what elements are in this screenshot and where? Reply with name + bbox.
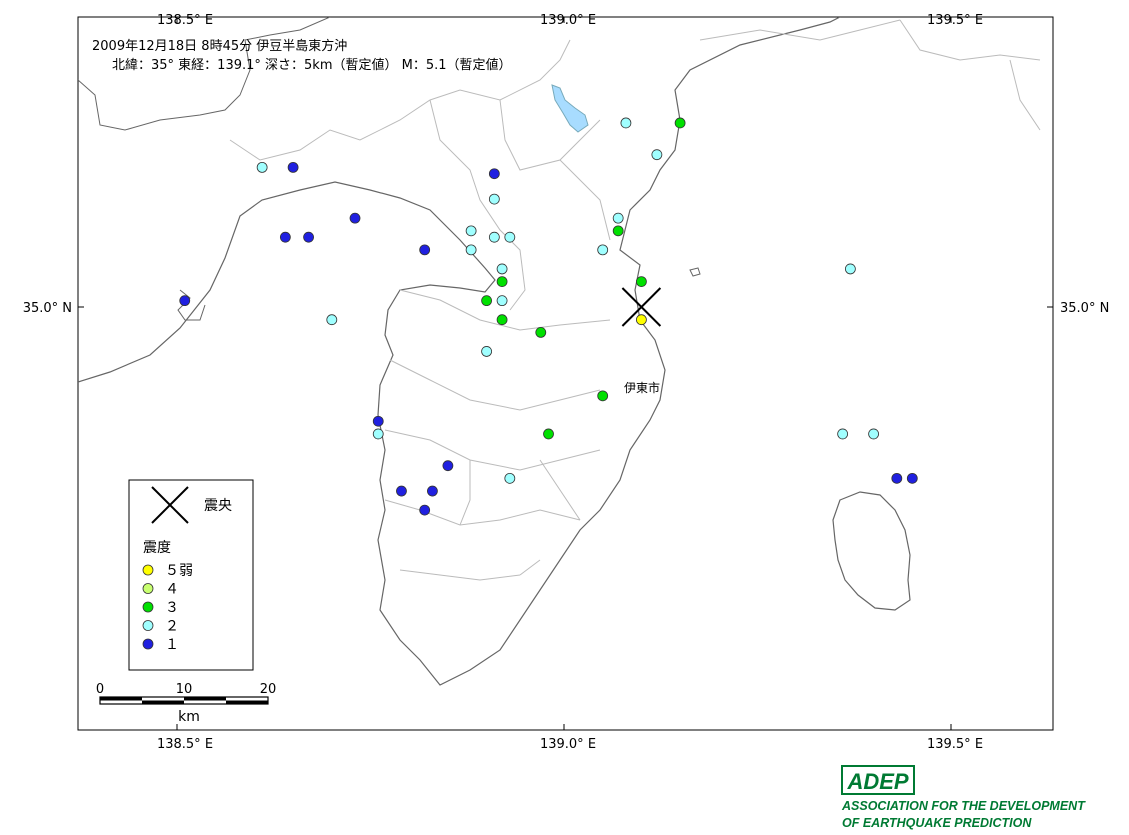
adep-name-line1: ASSOCIATION FOR THE DEVELOPMENT xyxy=(841,799,1086,813)
scale-unit: km xyxy=(178,709,200,725)
station-intensity-2 xyxy=(488,231,500,243)
station-intensity-3 xyxy=(674,117,686,129)
legend-swatch xyxy=(142,564,154,576)
honshu-coastline xyxy=(78,17,841,686)
legend-title: 震度 xyxy=(143,540,171,556)
scale-tick-label: 10 xyxy=(176,682,193,697)
station-intensity-2 xyxy=(504,472,516,484)
station-intensity-2 xyxy=(465,244,477,256)
station-intensity-1 xyxy=(303,231,314,243)
legend-swatch xyxy=(142,601,154,613)
scale-tick-label: 0 xyxy=(96,682,104,697)
legend-epicenter-icon xyxy=(151,486,189,524)
axis-ticks xyxy=(78,17,1053,730)
station-intensity-2 xyxy=(326,314,338,326)
station-intensity-2 xyxy=(837,428,849,440)
station-intensity-1 xyxy=(349,212,361,224)
station-intensity-1 xyxy=(179,295,191,307)
station-intensity-3 xyxy=(597,390,609,402)
station-intensity-1 xyxy=(396,485,407,497)
islet xyxy=(689,267,701,277)
lake xyxy=(551,84,589,133)
station-intensity-2 xyxy=(372,428,384,440)
izu-oshima-island xyxy=(832,491,911,611)
station-intensity-1 xyxy=(427,485,438,497)
top-tick-label: 138.5° E xyxy=(157,13,213,28)
station-intensity-3 xyxy=(481,295,493,307)
station-intensity-3 xyxy=(612,225,624,237)
legend-label: ３ xyxy=(165,600,179,616)
legend-swatch xyxy=(142,620,154,631)
station-intensity-2 xyxy=(465,225,477,237)
station-intensity-1 xyxy=(419,504,431,516)
station-intensity-1 xyxy=(906,472,918,484)
legend-box xyxy=(128,479,254,671)
station-intensity-2 xyxy=(620,117,632,129)
station-intensity-2 xyxy=(488,193,500,205)
station-intensity-1 xyxy=(488,168,500,180)
station-intensity-5l xyxy=(636,314,647,326)
station-intensity-1 xyxy=(891,472,903,484)
station-intensity-2 xyxy=(868,428,879,440)
top-tick-label: 139.0° E xyxy=(540,13,596,28)
right-tick-label: 35.0° N xyxy=(1060,301,1109,316)
epicenter-cross-stroke xyxy=(621,287,662,327)
event-title: 2009年12月18日 8時45分 伊豆半島東方沖 xyxy=(92,38,347,54)
intensity-stations xyxy=(179,117,918,516)
municipal-boundaries xyxy=(229,19,1041,581)
bottom-tick-label: 138.5° E xyxy=(157,737,213,752)
city-label: 伊東市 xyxy=(624,380,660,395)
station-intensity-3 xyxy=(543,428,554,440)
legend: 震央 震度 ５弱 ４ ３ ２ １ xyxy=(128,479,254,671)
station-intensity-1 xyxy=(287,161,299,173)
station-intensity-2 xyxy=(651,149,663,161)
station-intensity-3 xyxy=(496,276,508,288)
left-tick-label: 35.0° N xyxy=(23,301,72,316)
scale-tick-label: 20 xyxy=(260,682,277,697)
station-intensity-1 xyxy=(442,460,454,472)
legend-label: ５弱 xyxy=(165,563,193,579)
bottom-tick-label: 139.0° E xyxy=(540,737,596,752)
legend-swatch xyxy=(142,583,154,594)
event-parameters: 北緯：35° 東経：139.1° 深さ：5km（暫定値） M：5.1（暫定値） xyxy=(112,57,512,73)
station-intensity-1 xyxy=(372,415,384,427)
legend-epicenter-label: 震央 xyxy=(204,498,232,514)
station-intensity-2 xyxy=(844,263,856,275)
legend-swatch xyxy=(142,638,154,650)
station-intensity-2 xyxy=(256,161,268,173)
station-intensity-2 xyxy=(504,231,516,243)
land-layer xyxy=(78,17,1041,686)
station-intensity-1 xyxy=(419,244,431,256)
station-intensity-2 xyxy=(496,295,508,307)
adep-mark: ADEP xyxy=(846,769,908,794)
station-intensity-3 xyxy=(636,276,647,288)
epicenter-marker xyxy=(621,287,662,327)
legend-label: ４ xyxy=(165,582,179,598)
adep-logo: ADEP ASSOCIATION FOR THE DEVELOPMENT OF … xyxy=(841,765,1086,830)
station-intensity-1 xyxy=(279,231,291,243)
legend-items: ５弱 ４ ３ ２ １ xyxy=(142,563,193,653)
station-intensity-2 xyxy=(597,244,609,256)
adep-name-line2: OF EARTHQUAKE PREDICTION xyxy=(842,816,1032,830)
top-tick-label: 139.5° E xyxy=(927,13,983,28)
station-intensity-2 xyxy=(496,263,508,275)
legend-label: ２ xyxy=(165,619,179,635)
scale-bar: 0 10 20 km xyxy=(96,682,276,725)
bottom-tick-label: 139.5° E xyxy=(927,737,983,752)
station-intensity-2 xyxy=(612,212,624,224)
station-intensity-3 xyxy=(535,326,547,338)
legend-label: １ xyxy=(165,637,179,653)
coast-detail-north xyxy=(78,17,331,131)
station-intensity-2 xyxy=(481,346,493,357)
station-intensity-3 xyxy=(496,314,508,326)
